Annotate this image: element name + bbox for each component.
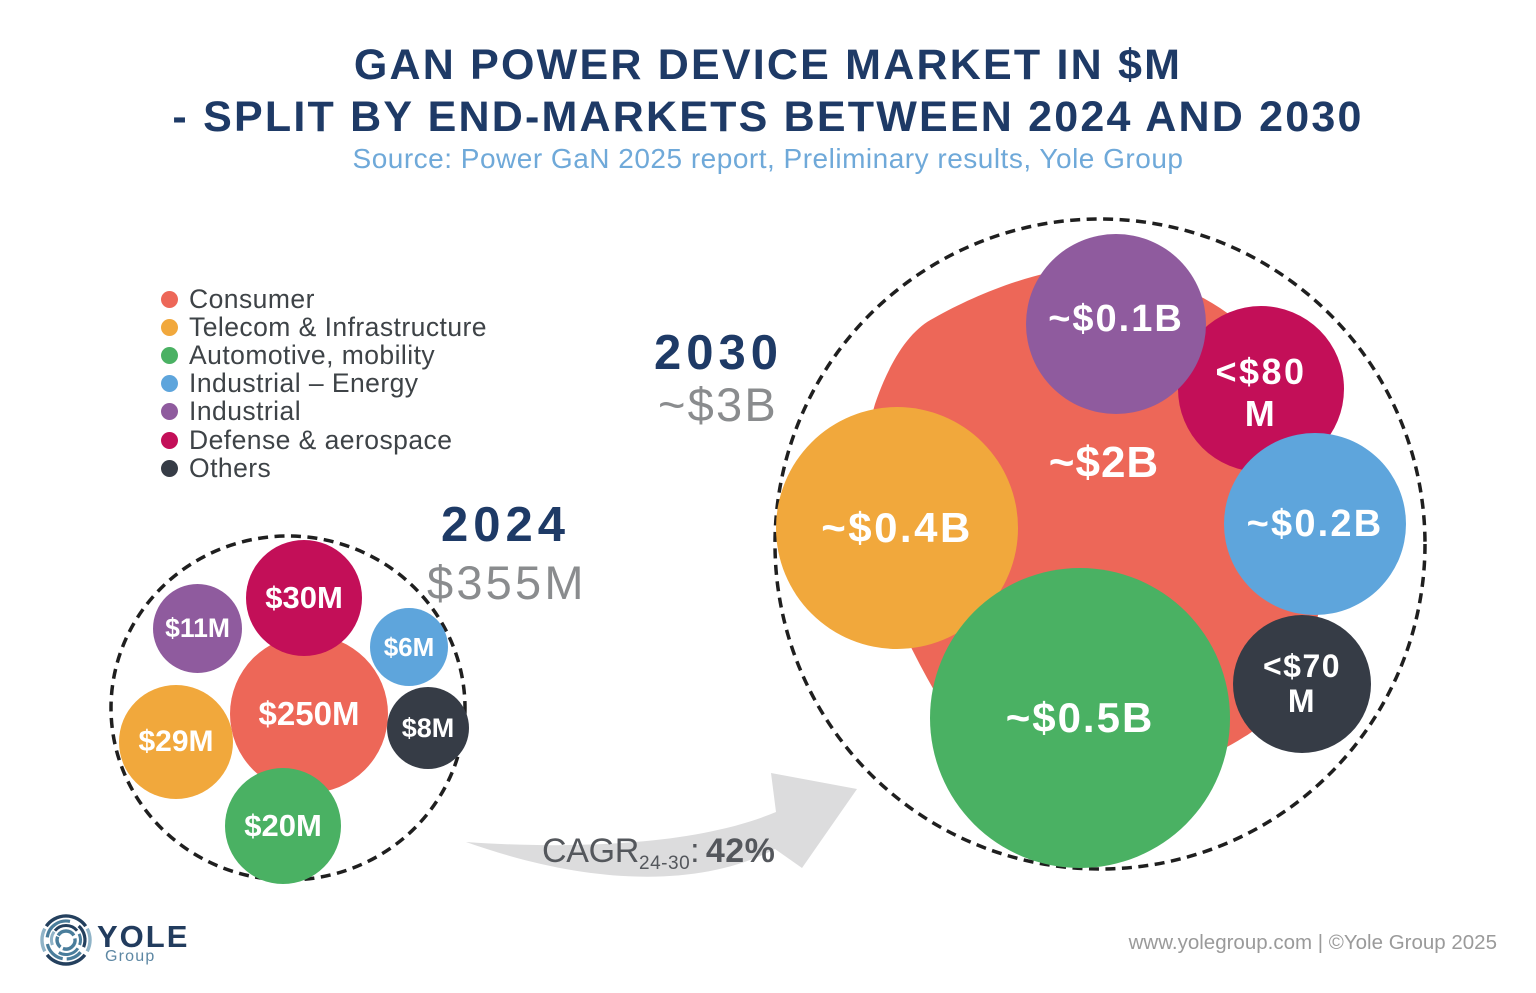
svg-text:Group: Group [105, 948, 155, 965]
svg-text:YOLE: YOLE [97, 919, 189, 954]
